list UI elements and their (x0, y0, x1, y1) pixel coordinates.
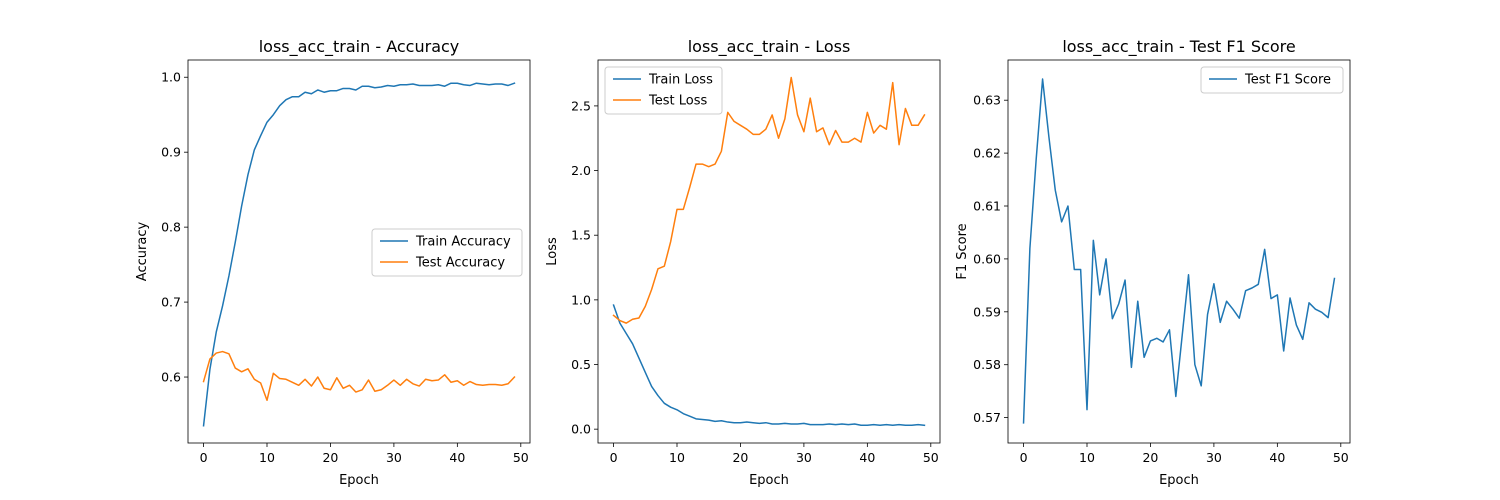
accuracy-x-tick-label: 10 (259, 450, 275, 465)
loss-y-tick-label: 1.0 (571, 292, 591, 307)
accuracy-y-tick-label: 0.7 (161, 295, 181, 310)
loss-y-axis-label: Loss (545, 237, 560, 266)
f1-x-tick-label: 40 (1269, 450, 1285, 465)
accuracy-y-axis-label: Accuracy (135, 222, 150, 282)
loss-y-tick-label: 2.5 (571, 98, 591, 113)
loss-axes-frame (597, 59, 941, 444)
accuracy-x-tick-label: 50 (513, 450, 529, 465)
f1-x-tick-label: 10 (1079, 450, 1095, 465)
accuracy-x-axis-label: Epoch (339, 473, 379, 488)
loss-chart-title: loss_acc_train - Loss (688, 37, 851, 57)
accuracy-series-line-train-accuracy (202, 82, 516, 427)
f1-y-tick-label: 0.57 (973, 410, 1001, 425)
accuracy-x-tick-label: 30 (386, 450, 402, 465)
loss-legend-label: Train Loss (648, 73, 713, 88)
loss-chart-panel: 0 10 20 30 40 50 0.0 0.5 1.0 1.5 2.0 2.5 loss_acc_tr… (545, 37, 941, 488)
loss-x-tick-label: 50 (923, 450, 939, 465)
loss-x-tick-label: 0 (610, 450, 618, 465)
accuracy-legend-label: Test Accuracy (415, 256, 505, 271)
loss-legend-label: Test Loss (648, 94, 707, 109)
f1-y-tick-label: 0.62 (973, 146, 1001, 161)
accuracy-series-line-test-accuracy (202, 350, 516, 402)
f1-x-tick-label: 0 (1020, 450, 1028, 465)
accuracy-y-tick-label: 1.0 (161, 70, 181, 85)
f1-y-tick-label: 0.58 (973, 357, 1001, 372)
accuracy-y-tick-label: 0.6 (161, 370, 181, 385)
accuracy-x-tick-label: 0 (200, 450, 208, 465)
loss-y-tick-label: 0.5 (571, 357, 591, 372)
loss-y-tick-label: 0.0 (571, 422, 591, 437)
f1-legend-label: Test F1 Score (1244, 73, 1331, 88)
f1-y-tick-label: 0.63 (973, 93, 1001, 108)
f1-axes-frame (1007, 59, 1351, 444)
loss-y-tick-label: 1.5 (571, 228, 591, 243)
loss-y-tick-label: 2.0 (571, 163, 591, 178)
accuracy-chart-panel: 0 10 20 30 40 50 0.6 0.7 0.8 0.9 1.0 loss_acc_train… (135, 37, 531, 488)
f1-x-tick-label: 50 (1333, 450, 1349, 465)
f1-legend-box (1200, 66, 1344, 94)
f1-chart-title: loss_acc_train - Test F1 Score (1062, 37, 1295, 57)
f1-y-tick-label: 0.61 (973, 199, 1001, 214)
f1-series-line-test-f1-score (1022, 78, 1336, 424)
loss-series-line-train-loss (612, 304, 926, 427)
loss-x-tick-label: 30 (796, 450, 812, 465)
accuracy-y-tick-label: 0.8 (161, 220, 181, 235)
f1-x-tick-label: 20 (1142, 450, 1158, 465)
f1-x-axis-label: Epoch (1159, 473, 1199, 488)
loss-x-tick-label: 40 (859, 450, 875, 465)
accuracy-legend: Train Accuracy Test Accuracy (371, 228, 523, 277)
accuracy-y-tick-label: 0.9 (161, 145, 181, 160)
loss-x-tick-label: 10 (669, 450, 685, 465)
f1-score-chart-panel: 0 10 20 30 40 50 0.57 0.58 0.59 0.60 0.61 0.62 0.63 l… (955, 37, 1351, 488)
accuracy-axes-frame (187, 59, 531, 444)
loss-x-axis-label: Epoch (749, 473, 789, 488)
loss-legend: Train Loss Test Loss (604, 66, 723, 115)
f1-y-tick-label: 0.59 (973, 304, 1001, 319)
loss-series-line-test-loss (612, 76, 926, 324)
loss-x-tick-label: 20 (732, 450, 748, 465)
f1-y-tick-label: 0.60 (973, 251, 1001, 266)
accuracy-x-tick-label: 40 (449, 450, 465, 465)
accuracy-legend-box (371, 228, 523, 277)
accuracy-chart-title: loss_acc_train - Accuracy (259, 37, 460, 57)
accuracy-x-tick-label: 20 (322, 450, 338, 465)
f1-x-tick-label: 30 (1206, 450, 1222, 465)
accuracy-legend-label: Train Accuracy (415, 235, 511, 250)
f1-legend: Test F1 Score (1200, 66, 1344, 94)
f1-y-axis-label: F1 Score (955, 223, 970, 279)
